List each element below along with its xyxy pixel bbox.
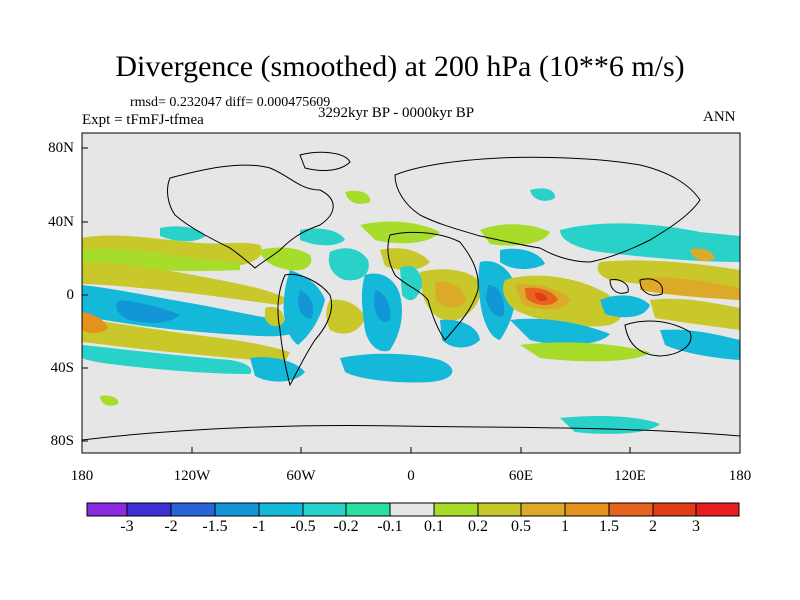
colorbar-label: -3 bbox=[120, 518, 134, 535]
divergence-field bbox=[82, 188, 740, 436]
colorbar-swatch bbox=[302, 502, 347, 517]
field-region bbox=[650, 298, 740, 330]
field-region bbox=[345, 190, 371, 204]
colorbar-swatch bbox=[564, 502, 610, 517]
y-tick-label: 80N bbox=[48, 140, 74, 156]
field-region bbox=[435, 281, 466, 308]
colorbar-label: 0.1 bbox=[424, 518, 444, 535]
axis-ticks bbox=[81, 147, 741, 453]
season-label: ANN bbox=[703, 109, 736, 125]
island-outline bbox=[609, 279, 629, 294]
colorbar-label: 0.5 bbox=[511, 518, 531, 535]
y-tick-label: 80S bbox=[50, 433, 74, 449]
x-tick-label: 0 bbox=[407, 468, 415, 484]
y-tick-label: 0 bbox=[66, 287, 75, 303]
colorbar-swatch bbox=[345, 502, 391, 517]
colorbar-swatch bbox=[214, 502, 260, 517]
y-tick-label: 40N bbox=[48, 214, 74, 230]
colorbar-label: -0.1 bbox=[377, 518, 403, 535]
experiment-label: Expt = tFmFJ-tfmea bbox=[82, 112, 204, 128]
field-region bbox=[82, 345, 252, 374]
colorbar-swatch bbox=[608, 502, 654, 517]
colorbar-label: 2 bbox=[649, 518, 657, 535]
field-region bbox=[340, 353, 453, 383]
field-region bbox=[500, 248, 545, 270]
colorbar bbox=[86, 502, 740, 517]
field-region bbox=[82, 318, 290, 362]
colorbar-swatch bbox=[389, 502, 435, 517]
field-region bbox=[660, 329, 740, 360]
field-region bbox=[265, 306, 285, 327]
north-america-outline bbox=[167, 164, 334, 269]
colorbar-label: 0.2 bbox=[468, 518, 488, 535]
colorbar-swatch bbox=[695, 502, 740, 517]
field-region bbox=[600, 295, 650, 318]
colorbar-label: 1.5 bbox=[599, 518, 619, 535]
field-region bbox=[160, 226, 206, 242]
africa-outline bbox=[387, 231, 479, 341]
x-tick-label: 60W bbox=[286, 468, 316, 484]
colorbar-label: -0.2 bbox=[333, 518, 359, 535]
colorbar-label: -0.5 bbox=[290, 518, 316, 535]
x-tick-label: 180 bbox=[728, 468, 752, 484]
colorbar-label: 1 bbox=[561, 518, 569, 535]
field-region bbox=[535, 292, 548, 302]
colorbar-swatch bbox=[652, 502, 697, 517]
colorbar-swatch bbox=[520, 502, 566, 517]
field-region bbox=[328, 248, 369, 281]
x-tick-label: 120W bbox=[173, 468, 211, 484]
field-region bbox=[82, 285, 303, 337]
field-region bbox=[82, 262, 290, 305]
map-title: Divergence (smoothed) at 200 hPa (10**6 … bbox=[115, 50, 685, 83]
field-region bbox=[360, 221, 440, 244]
field-region bbox=[440, 319, 480, 348]
field-region bbox=[326, 299, 365, 334]
colorbar-label: -1.5 bbox=[202, 518, 228, 535]
field-region bbox=[82, 312, 108, 334]
coastlines bbox=[82, 151, 740, 441]
eurasia-outline bbox=[394, 156, 701, 263]
field-region bbox=[374, 290, 391, 323]
field-region bbox=[116, 300, 180, 323]
field-region bbox=[486, 285, 505, 317]
field-region bbox=[100, 395, 119, 406]
field-region bbox=[690, 248, 715, 262]
colorbar-swatch bbox=[258, 502, 304, 517]
x-tick-label: 60E bbox=[508, 468, 534, 484]
field-region bbox=[380, 248, 430, 271]
colorbar-swatch bbox=[433, 502, 479, 517]
australia-outline bbox=[624, 320, 692, 357]
field-region bbox=[260, 247, 312, 271]
colorbar-label: 3 bbox=[692, 518, 700, 535]
colorbar-swatch bbox=[477, 502, 522, 517]
colorbar-swatch bbox=[126, 502, 172, 517]
field-region bbox=[520, 342, 650, 362]
field-region bbox=[640, 277, 740, 300]
field-region bbox=[300, 228, 345, 246]
x-tick-label: 120E bbox=[614, 468, 646, 484]
field-region bbox=[400, 265, 422, 301]
field-region bbox=[510, 318, 610, 345]
colorbar-swatch bbox=[170, 502, 216, 517]
island-outline bbox=[639, 278, 664, 296]
colorbar-swatch bbox=[86, 502, 128, 517]
x-tick-label: 180 bbox=[70, 468, 94, 484]
antarctica-outline bbox=[82, 425, 740, 441]
y-tick-label: 40S bbox=[50, 360, 74, 376]
greenland-outline bbox=[299, 151, 351, 171]
colorbar-label: -2 bbox=[164, 518, 178, 535]
period-label: 3292kyr BP - 0000kyr BP bbox=[318, 105, 475, 121]
field-region bbox=[250, 357, 305, 382]
south-america-outline bbox=[277, 273, 333, 387]
colorbar-label: -1 bbox=[252, 518, 266, 535]
stats-text: rmsd= 0.232047 diff= 0.000475609 bbox=[130, 95, 331, 110]
field-region bbox=[298, 290, 314, 319]
field-region bbox=[530, 188, 556, 201]
